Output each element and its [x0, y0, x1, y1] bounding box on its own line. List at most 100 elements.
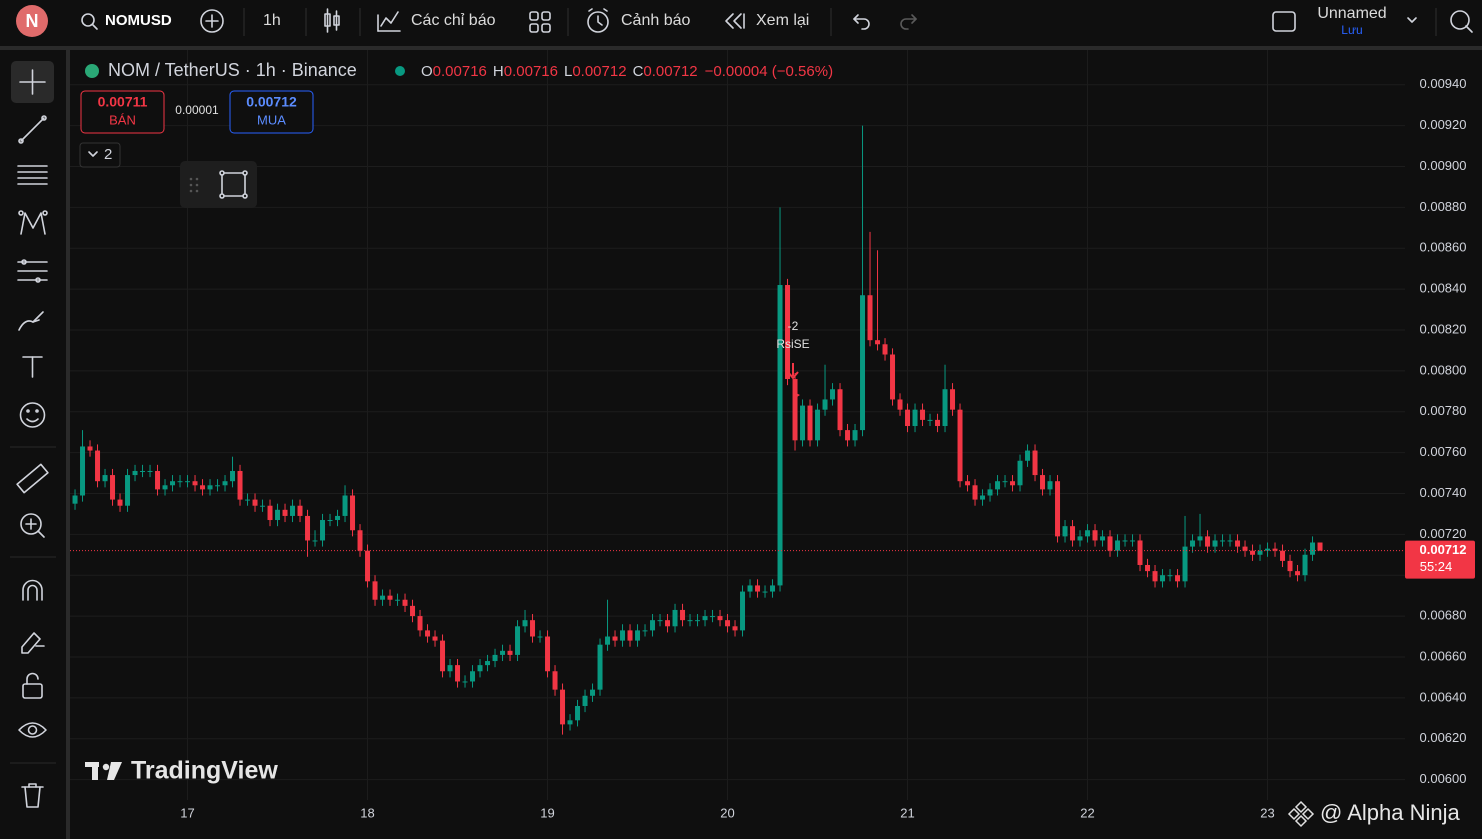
candle-body: [942, 389, 948, 427]
candle-body: [785, 285, 791, 380]
pattern-tool[interactable]: [18, 210, 48, 235]
candle-body: [657, 620, 663, 622]
zoom-tool[interactable]: [20, 513, 45, 538]
candle-body: [627, 630, 633, 641]
y-tick-label: 0.00680: [1420, 608, 1467, 623]
interval-button[interactable]: 1h: [263, 12, 281, 29]
symbol-search[interactable]: NOMUSD: [105, 12, 172, 29]
text-tool[interactable]: [22, 356, 43, 378]
candle-body: [380, 595, 386, 600]
magnet-tool[interactable]: [22, 579, 43, 601]
layout-menu-chevron[interactable]: [1407, 17, 1417, 23]
candle-body: [312, 540, 318, 542]
crosshair-tool[interactable]: [19, 69, 46, 95]
visibility-tool[interactable]: [18, 722, 47, 738]
candle-body: [927, 419, 933, 421]
emoji-tool[interactable]: [19, 402, 46, 428]
trendline-tool[interactable]: [18, 115, 47, 144]
indicators-button[interactable]: Các chỉ báo: [411, 12, 496, 29]
candle-body: [125, 475, 131, 506]
candle-body: [1302, 554, 1308, 576]
candle-body: [72, 495, 78, 504]
candle-body: [387, 595, 393, 600]
rectangle-tool[interactable]: [219, 170, 248, 199]
buy-button[interactable]: [229, 90, 314, 134]
candle-body: [582, 695, 588, 706]
y-tick-label: 0.00760: [1420, 444, 1467, 459]
candle-body: [635, 630, 641, 641]
candle-body: [1167, 575, 1173, 577]
alert-button[interactable]: Cảnh báo: [621, 12, 690, 29]
x-tick-label: 23: [1260, 805, 1274, 820]
sell-label: BÁN: [109, 112, 136, 127]
candle-body: [687, 620, 693, 622]
save-button[interactable]: Lưu: [1341, 23, 1362, 37]
templates-icon[interactable]: [529, 11, 551, 33]
candle-body: [192, 481, 198, 486]
y-tick-label: 0.00660: [1420, 648, 1467, 663]
candle-body: [350, 495, 356, 531]
indicators-collapse[interactable]: [79, 142, 121, 168]
candle-body: [1017, 460, 1023, 486]
candle-body: [282, 509, 288, 516]
candle-body: [342, 495, 348, 516]
candle-body: [860, 295, 866, 431]
undo-icon[interactable]: [853, 14, 870, 30]
y-tick-label: 0.00900: [1420, 158, 1467, 173]
layout-name[interactable]: Unnamed: [1317, 5, 1386, 22]
drag-handle[interactable]: [189, 177, 199, 193]
replay-button[interactable]: Xem lại: [756, 12, 809, 29]
change: −0.00004 (−0.56%): [705, 63, 833, 80]
redo-icon[interactable]: [900, 14, 917, 30]
candle-body: [1190, 540, 1196, 547]
candle-body: [245, 499, 251, 501]
search-icon[interactable]: [81, 13, 98, 30]
candle-body: [132, 470, 138, 476]
candle-body: [1175, 575, 1181, 582]
brush-tool[interactable]: [18, 311, 44, 331]
candle-body: [432, 636, 438, 641]
candle-body: [372, 581, 378, 600]
sell-button[interactable]: [80, 90, 165, 134]
measure-tool[interactable]: [16, 463, 49, 494]
indicators-icon[interactable]: [377, 11, 401, 32]
candle-body: [1025, 450, 1031, 461]
watermark-logo: [1287, 800, 1315, 828]
candle-body: [185, 481, 191, 483]
y-tick-label: 0.00780: [1420, 403, 1467, 418]
candle-body: [792, 379, 798, 441]
quick-search-icon[interactable]: [1450, 10, 1473, 33]
fib-tool[interactable]: [17, 165, 48, 185]
candle-body: [1002, 481, 1008, 483]
lock-drawing-tool[interactable]: [21, 632, 45, 654]
chart-type-icon[interactable]: [324, 8, 340, 33]
candle-body: [1122, 540, 1128, 542]
candle-body: [267, 505, 273, 521]
candle-body: [560, 689, 566, 725]
candle-body: [822, 399, 828, 410]
candle-body: [335, 515, 341, 521]
lock-tool[interactable]: [22, 672, 43, 699]
compare-icon[interactable]: [200, 9, 224, 33]
delete-tool[interactable]: [21, 783, 44, 808]
candle-body: [650, 620, 656, 631]
user-avatar[interactable]: [16, 5, 48, 37]
candle-body: [665, 620, 671, 627]
candle-body: [470, 671, 476, 682]
candle-body: [680, 609, 686, 621]
candle-body: [237, 470, 243, 500]
replay-icon[interactable]: [725, 13, 745, 29]
candle-body: [1160, 575, 1166, 582]
buy-price: 0.00712: [246, 94, 297, 110]
candle-body: [987, 489, 993, 496]
alert-icon[interactable]: [587, 8, 609, 33]
o-label: O: [421, 63, 433, 80]
candle-body: [275, 509, 281, 521]
forecast-tool[interactable]: [17, 259, 48, 283]
x-tick-label: 20: [720, 805, 734, 820]
legend: NOM / TetherUS · 1h · Binance: [108, 60, 357, 80]
top-bar-divider: [0, 46, 1482, 50]
candle-body: [567, 720, 573, 725]
layout-icon[interactable]: [1272, 11, 1296, 32]
